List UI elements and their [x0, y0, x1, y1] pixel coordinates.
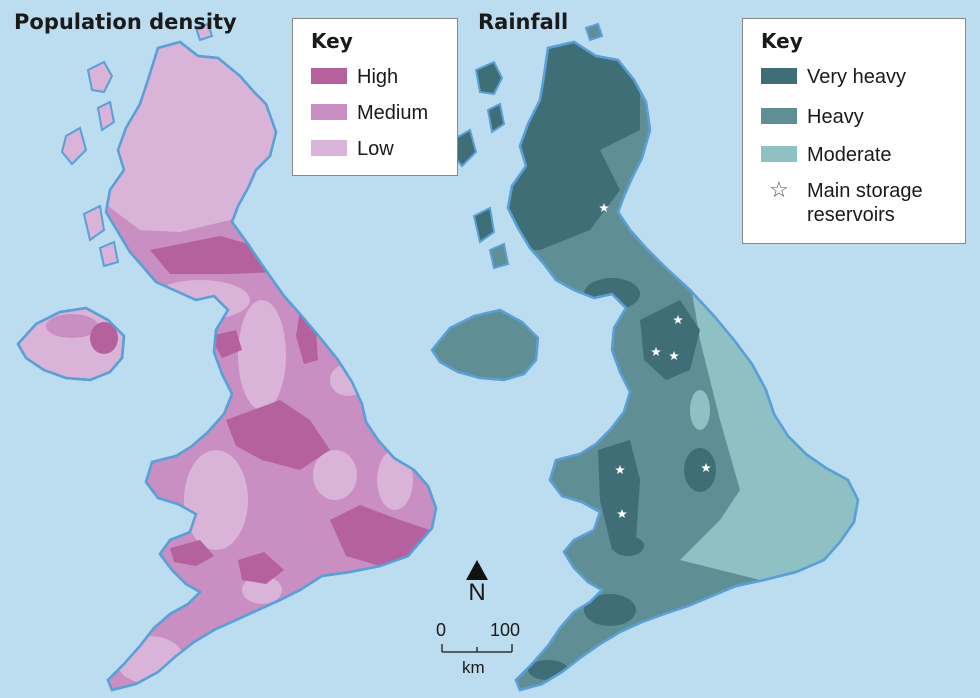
reservoir-label-line2: reservoirs: [807, 204, 895, 226]
reservoir-star-icon: [617, 509, 627, 518]
island-shape: [486, 102, 506, 134]
high-swatch: [311, 68, 347, 84]
moderate-rainfall-region: [690, 390, 710, 430]
high-density-region: [210, 330, 242, 358]
rainfall-title: Rainfall: [478, 10, 569, 34]
island-shape: [60, 126, 88, 166]
very-heavy-rainfall-region: [612, 536, 644, 556]
star-outline-icon: ☆: [769, 177, 789, 202]
low-density-region: [313, 450, 357, 500]
scale-start: 0: [436, 620, 447, 640]
low-density-region: [238, 300, 286, 410]
island-shape: [194, 22, 214, 42]
island-shape: [472, 206, 496, 244]
reservoir-star-icon: [701, 463, 711, 472]
very-heavy-rainfall-region: [584, 594, 636, 626]
north-arrow: N: [460, 560, 494, 606]
key-item-heavy: Heavy: [761, 105, 864, 129]
key-item-moderate: Moderate: [761, 143, 892, 167]
moderate-rainfall-region: [656, 160, 684, 220]
reservoir-star-icon: [651, 347, 661, 356]
island-shape: [474, 60, 504, 96]
key-heading: Key: [311, 29, 353, 53]
very-heavy-rainfall-region: [598, 440, 640, 550]
island-shape: [96, 100, 116, 132]
key-item-medium: Medium: [311, 101, 428, 125]
high-density-region: [330, 505, 430, 566]
island-shape: [488, 242, 510, 270]
key-item-low: Low: [311, 137, 394, 161]
reservoir-star-icon: [615, 465, 625, 474]
island-shape: [584, 22, 604, 42]
low-density-region: [330, 364, 366, 396]
key-item-very-heavy: Very heavy: [761, 65, 906, 89]
key-item-high: High: [311, 65, 398, 89]
key-label: Low: [357, 138, 394, 160]
very-heavy-rainfall-region: [684, 448, 716, 492]
key-item-reservoirs: ☆ Main storage reservoirs: [761, 179, 923, 227]
north-letter: N: [468, 579, 486, 606]
north-arrow-icon: [466, 560, 488, 580]
reservoir-label-line1: Main storage: [807, 180, 923, 202]
very-heavy-rainfall-region: [640, 300, 700, 380]
low-density-region: [184, 450, 248, 550]
northern-ireland-rainfall-shape: [430, 308, 540, 382]
reservoir-label: Main storage reservoirs: [807, 179, 923, 227]
population-key: Key High Medium Low: [292, 18, 458, 176]
key-label: Moderate: [807, 144, 892, 166]
scale-unit: km: [462, 658, 485, 677]
heavy-swatch: [761, 108, 797, 124]
key-label: Heavy: [807, 106, 864, 128]
scale-line: [441, 644, 513, 653]
reservoir-star-icon: [599, 203, 609, 212]
reservoir-star-icon: [673, 315, 683, 324]
key-label: Medium: [357, 102, 429, 124]
high-density-region: [226, 400, 330, 470]
island-shape: [86, 60, 114, 94]
rainfall-key: Key Very heavy Heavy Moderate ☆ Main sto…: [742, 18, 966, 244]
high-density-region: [238, 552, 284, 584]
key-label: Very heavy: [807, 66, 906, 88]
key-heading: Key: [761, 29, 803, 53]
population-density-map: [16, 22, 438, 692]
medium-swatch: [311, 104, 347, 120]
high-density-region: [170, 540, 214, 566]
island-shape: [98, 240, 120, 268]
moderate-swatch: [761, 146, 797, 162]
very-heavy-swatch: [761, 68, 797, 84]
medium-density-region: [46, 314, 98, 338]
low-swatch: [311, 140, 347, 156]
reservoir-star-icon: [669, 351, 679, 360]
population-density-title: Population density: [14, 10, 237, 34]
high-density-region: [90, 322, 118, 354]
key-label: High: [357, 66, 399, 88]
scale-bar: 0 100 km: [432, 620, 532, 680]
reservoir-markers: [599, 203, 711, 518]
high-density-region: [296, 310, 318, 364]
scale-end: 100: [490, 620, 521, 640]
low-density-region: [242, 576, 282, 604]
island-shape: [82, 204, 106, 242]
low-density-region: [106, 42, 290, 232]
